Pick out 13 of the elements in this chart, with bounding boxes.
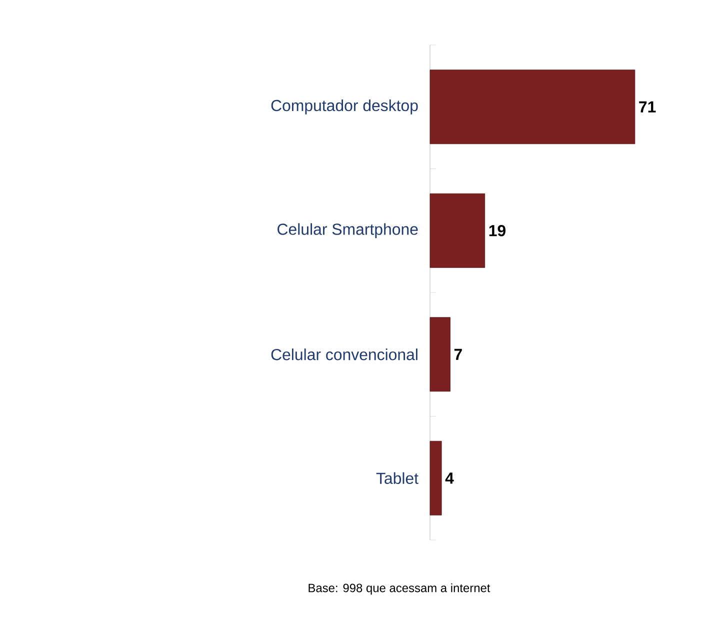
data-label: 4 [445, 472, 454, 484]
bar [430, 193, 486, 268]
text: Base: 998 que acessam a internet [308, 583, 490, 595]
bar [430, 317, 450, 392]
y-tick-label: Tablet [376, 472, 418, 484]
data-label: 19 [489, 224, 506, 236]
data-label: 7 [454, 348, 462, 360]
y-tick-label: Computador desktop [271, 99, 418, 114]
bar [430, 70, 636, 144]
bar [430, 440, 442, 516]
y-tick-label: Celular Smartphone [278, 223, 418, 238]
y-tick-label: Celular convencional [271, 348, 418, 360]
data-label: 71 [639, 101, 656, 112]
